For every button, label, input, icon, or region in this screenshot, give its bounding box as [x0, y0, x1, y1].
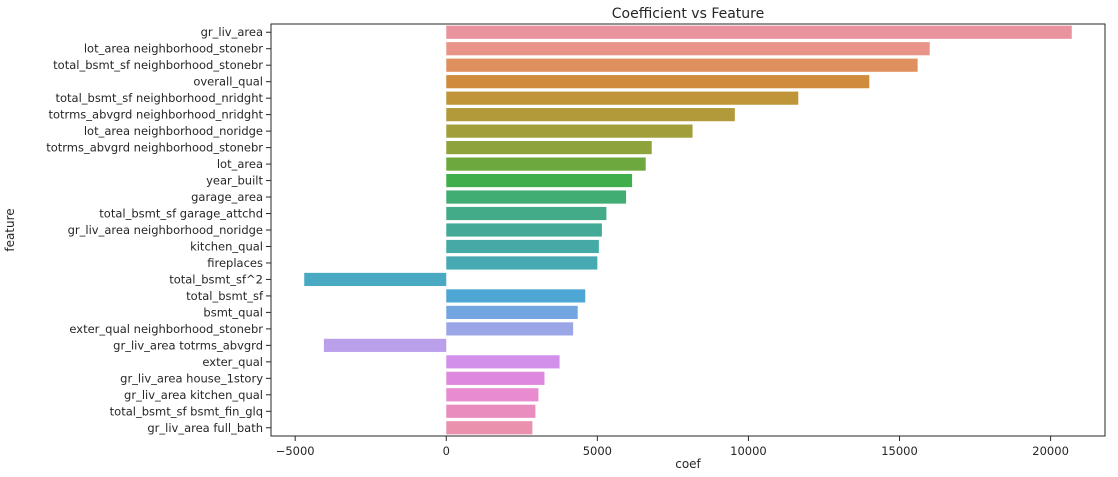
bar-3 — [446, 75, 870, 89]
y-tick-label: bsmt_qual — [203, 305, 263, 319]
y-tick-label: lot_area neighborhood_stonebr — [84, 42, 263, 56]
bar-17 — [446, 305, 578, 319]
bar-1 — [446, 42, 930, 56]
bar-20 — [446, 355, 560, 369]
bar-13 — [446, 239, 599, 254]
y-tick-label: totrms_abvgrd neighborhood_stonebr — [46, 141, 263, 155]
y-axis-title: feature — [3, 208, 17, 251]
y-tick-label: lot_area neighborhood_noridge — [84, 124, 263, 138]
y-tick-label: total_bsmt_sf neighborhood_stonebr — [53, 58, 263, 72]
x-tick-label: 0 — [443, 444, 450, 458]
plot-frame — [270, 23, 1106, 437]
bar-22 — [446, 388, 539, 402]
x-ticks: −5000 0 5000 10000 15000 20000 — [276, 436, 1069, 458]
y-tick-labels: gr_liv_area lot_area neighborhood_stonebr… — [46, 25, 271, 435]
bar-24 — [446, 421, 533, 435]
y-tick-label: total_bsmt_sf^2 — [169, 272, 263, 286]
bar-7 — [446, 141, 652, 155]
y-tick-label: year_built — [206, 174, 263, 188]
y-tick-label: total_bsmt_sf — [186, 289, 264, 303]
bar-10 — [446, 190, 627, 204]
x-tick-label: −5000 — [276, 444, 315, 458]
y-tick-label: kitchen_qual — [190, 239, 263, 253]
bar-14 — [446, 256, 598, 270]
bar-18 — [446, 322, 574, 336]
bar-8 — [446, 157, 646, 171]
y-tick-label: gr_liv_area full_bath — [147, 421, 263, 435]
bar-21 — [446, 371, 545, 385]
bars-group — [304, 25, 1072, 435]
bar-19 — [323, 338, 447, 352]
bar-11 — [446, 206, 607, 221]
y-tick-label: gr_liv_area house_1story — [120, 371, 263, 385]
y-tick-label: total_bsmt_sf garage_attchd — [99, 207, 263, 221]
y-tick-label: totrms_abvgrd neighborhood_nridght — [49, 108, 264, 122]
bar-23 — [446, 404, 536, 418]
y-tick-label: gr_liv_area — [201, 25, 263, 39]
x-tick-label: 20000 — [1032, 444, 1069, 458]
bar-9 — [446, 173, 633, 188]
bar-12 — [446, 223, 602, 237]
y-tick-label: exter_qual — [202, 355, 263, 369]
x-axis-title: coef — [675, 457, 701, 471]
y-tick-label: gr_liv_area kitchen_qual — [124, 388, 263, 402]
x-tick-label: 15000 — [881, 444, 918, 458]
y-tick-label: exter_qual neighborhood_stonebr — [69, 322, 263, 336]
y-tick-label: gr_liv_area neighborhood_noridge — [68, 223, 263, 237]
bar-15 — [304, 272, 447, 287]
y-tick-label: garage_area — [191, 190, 263, 204]
y-tick-label: lot_area — [217, 157, 263, 171]
chart-title: Coefficient vs Feature — [612, 6, 764, 22]
bar-5 — [446, 108, 735, 122]
bar-4 — [446, 91, 799, 105]
bar-2 — [446, 58, 918, 72]
bar-6 — [446, 124, 693, 138]
y-tick-label: total_bsmt_sf bsmt_fin_glq — [110, 404, 263, 418]
x-tick-label: 10000 — [730, 444, 767, 458]
y-tick-label: fireplaces — [207, 256, 263, 270]
y-tick-label: gr_liv_area totrms_abvgrd — [113, 338, 263, 352]
bar-0 — [446, 25, 1072, 39]
y-tick-label: overall_qual — [193, 75, 263, 89]
bar-16 — [446, 289, 586, 303]
x-tick-label: 5000 — [583, 444, 612, 458]
y-tick-label: total_bsmt_sf neighborhood_nridght — [55, 91, 263, 105]
